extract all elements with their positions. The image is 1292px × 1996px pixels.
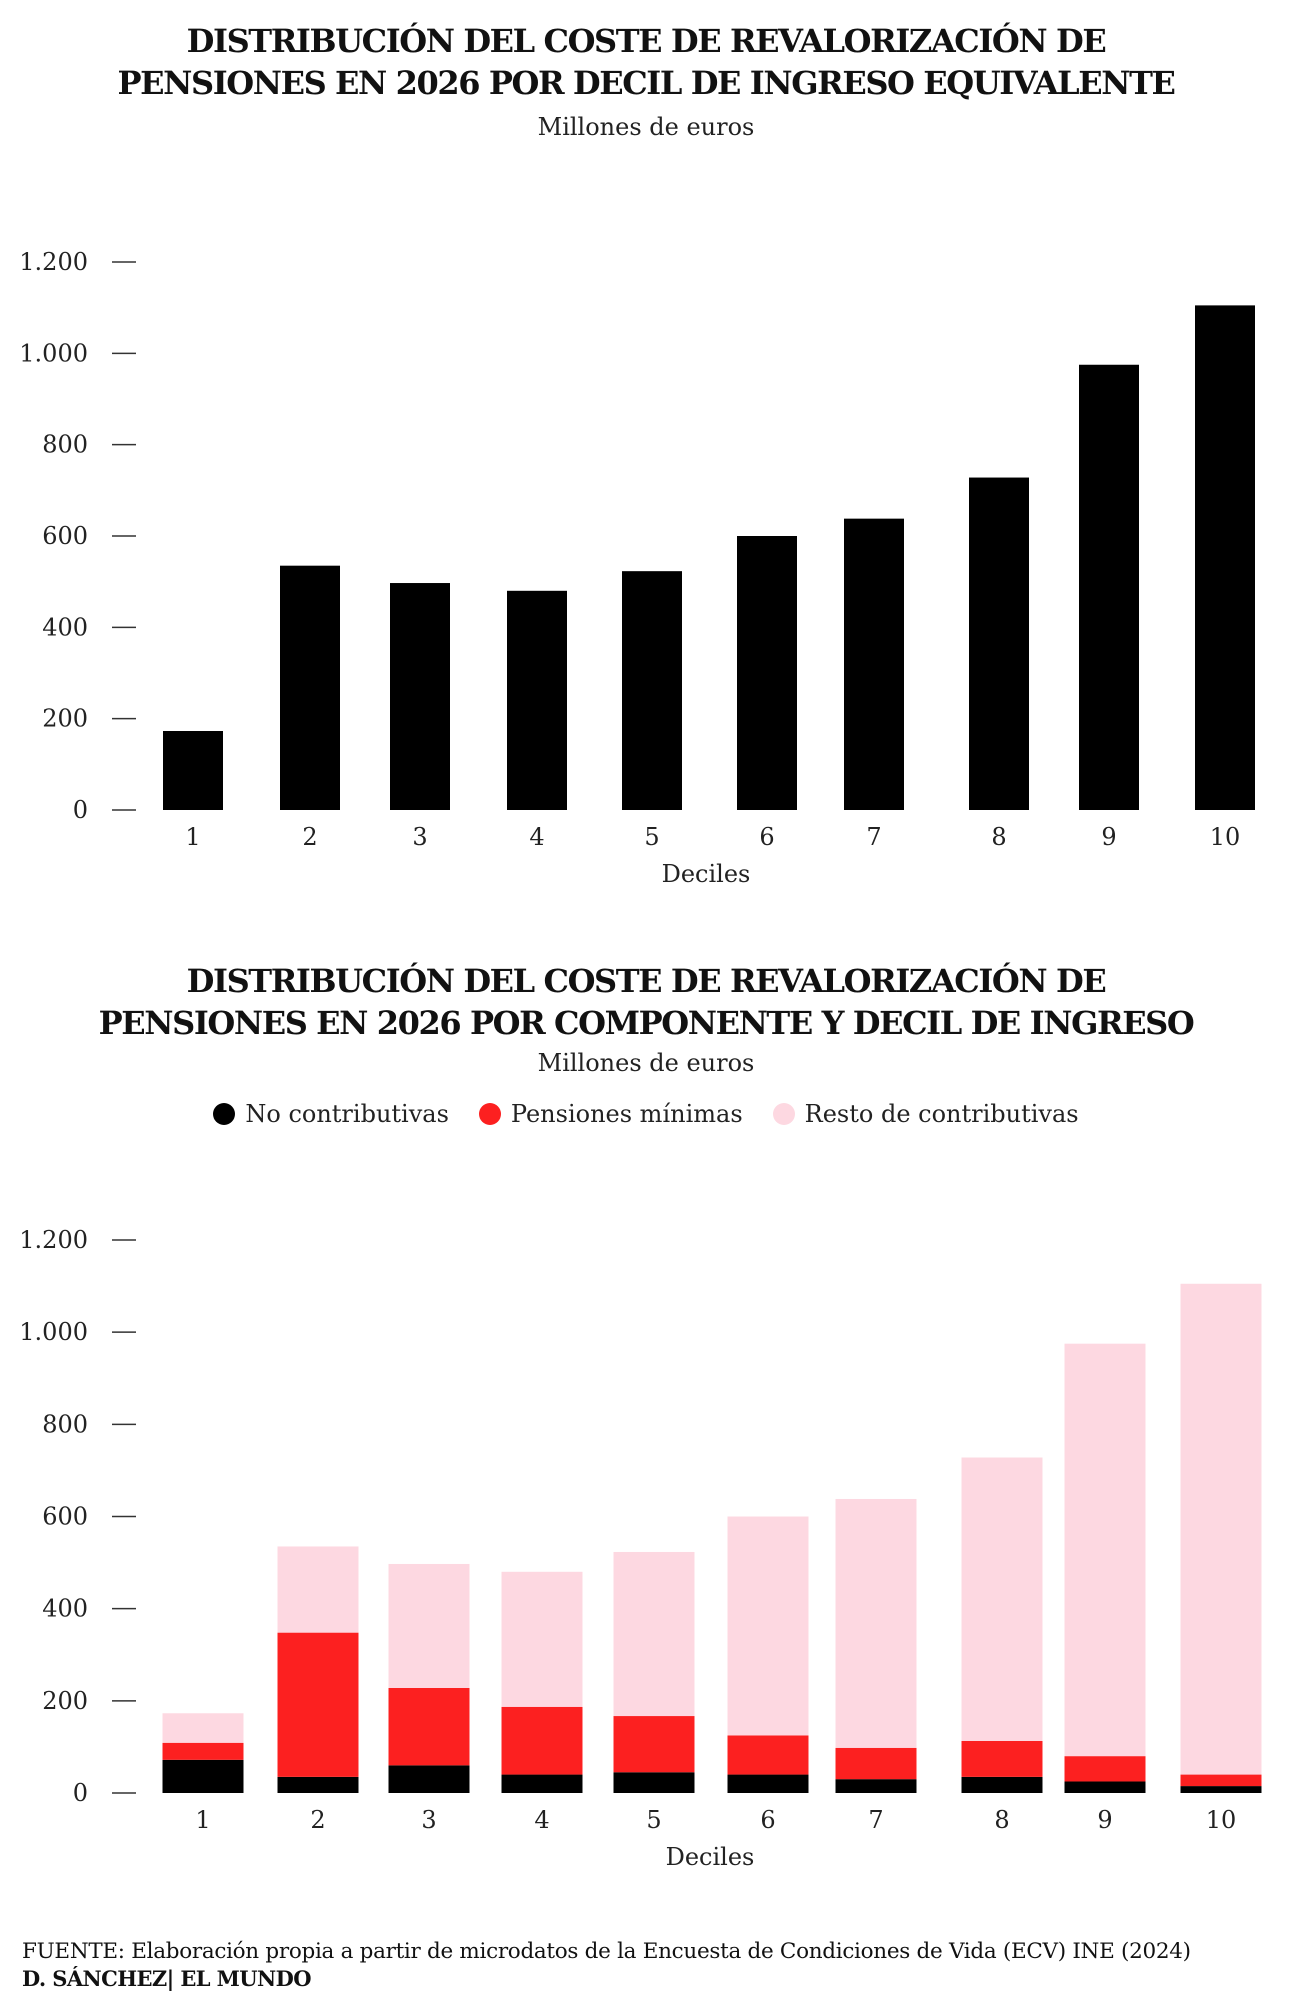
chart2-ytick-label: 400	[42, 1595, 88, 1623]
legend-label-no-contributivas: No contributivas	[245, 1100, 449, 1128]
chart2-stacked-bar-chart: 0 200 400 600 800 1.000 1.200 1 2 3 4 5 6 7 8 9 10 Decile…	[19, 1226, 1262, 1871]
chart2-bar-segment	[1064, 1343, 1146, 1757]
chart2-bar-segment	[727, 1774, 809, 1793]
chart1-xtick-label: 4	[529, 823, 544, 851]
chart2-bar-segment	[1180, 1774, 1262, 1787]
chart2-bar-segment	[727, 1516, 809, 1736]
chart1-ytick-label: 400	[42, 613, 88, 641]
chart1-title-line1: DISTRIBUCIÓN DEL COSTE DE REVALORIZACIÓN…	[186, 22, 1107, 60]
chart2-bar-segment	[501, 1571, 583, 1707]
chart2-title-line2: PENSIONES EN 2026 POR COMPONENTE Y DECIL…	[98, 1004, 1195, 1042]
chart1-ytick-label: 0	[73, 796, 88, 824]
chart2-bar-segment	[1064, 1781, 1146, 1793]
chart2-bar-segment	[835, 1747, 917, 1780]
chart1-xtick-label: 8	[991, 823, 1006, 851]
chart2-bar-segment	[501, 1706, 583, 1775]
chart2-xtick-label: 4	[534, 1806, 549, 1834]
chart2-ytick-label: 1.000	[19, 1318, 88, 1346]
chart2-bar-segment	[835, 1498, 917, 1748]
chart2-ytick-label: 800	[42, 1410, 88, 1438]
chart2-bar-segment	[162, 1759, 244, 1793]
chart2-x-axis-title: Deciles	[666, 1843, 755, 1871]
legend-item-resto-contributivas: Resto de contributivas	[772, 1100, 1079, 1128]
chart2-xtick-label: 9	[1097, 1806, 1112, 1834]
chart1-bar	[1079, 364, 1139, 810]
chart2-xtick-label: 5	[646, 1806, 661, 1834]
chart1-xtick-label: 3	[412, 823, 427, 851]
legend-swatch-pensiones-minimas	[478, 1103, 501, 1125]
chart2-bar-segment	[1064, 1756, 1146, 1782]
chart1-xtick-label: 1	[185, 823, 200, 851]
chart2-xtick-label: 3	[421, 1806, 436, 1834]
chart2-subtitle: Millones de euros	[537, 1049, 755, 1077]
chart2-ytick-label: 1.200	[19, 1226, 88, 1254]
chart2-bar-segment	[501, 1774, 583, 1793]
chart2-bar-segment	[162, 1713, 244, 1743]
legend-item-pensiones-minimas: Pensiones mínimas	[478, 1100, 743, 1128]
chart2-bar-segment	[613, 1551, 695, 1717]
chart2-title: DISTRIBUCIÓN DEL COSTE DE REVALORIZACIÓN…	[0, 960, 1292, 1044]
chart1-bar	[737, 536, 797, 810]
chart1-ytick-label: 600	[42, 522, 88, 550]
chart2-bar-segment	[727, 1735, 809, 1775]
chart1-xtick-label: 10	[1210, 823, 1241, 851]
legend-item-no-contributivas: No contributivas	[213, 1100, 449, 1128]
chart1-bar	[163, 730, 223, 810]
chart2-bar-segment	[388, 1765, 470, 1793]
chart1-bar	[390, 583, 450, 810]
chart2-bar-segment	[1180, 1283, 1262, 1775]
chart2-bar-segment	[388, 1563, 470, 1688]
legend-label-pensiones-minimas: Pensiones mínimas	[510, 1100, 743, 1128]
legend-swatch-no-contributivas	[213, 1103, 236, 1125]
credit-line: D. SÁNCHEZ| EL MUNDO	[22, 1966, 312, 1991]
chart1-ytick-label: 1.000	[19, 339, 88, 367]
chart2-xtick-label: 6	[760, 1806, 775, 1834]
chart2-bar-segment	[961, 1457, 1043, 1741]
chart2-bar-segment	[961, 1740, 1043, 1777]
chart2-legend: No contributivas Pensiones mínimas Resto…	[0, 1100, 1292, 1128]
chart1-ytick-label: 1.200	[19, 248, 88, 276]
chart1-bar	[622, 571, 682, 810]
chart1-bar-chart: 0 200 400 600 800 1.000 1.200 1 2 3 4 5 6 7 8 9 10 Decile…	[19, 248, 1255, 888]
chart2-ytick-label: 0	[73, 1779, 88, 1807]
chart2-bar-segment	[277, 1776, 359, 1793]
chart1-x-axis-title: Deciles	[662, 860, 751, 888]
chart1-ytick-label: 800	[42, 431, 88, 459]
chart1-xtick-label: 5	[644, 823, 659, 851]
chart2-xtick-label: 8	[994, 1806, 1009, 1834]
chart2-bar-segment	[162, 1742, 244, 1760]
chart1-subtitle: Millones de euros	[537, 113, 755, 141]
legend-swatch-resto-contributivas	[772, 1103, 795, 1125]
chart2-xtick-label: 7	[868, 1806, 883, 1834]
chart2-ytick-label: 600	[42, 1503, 88, 1531]
chart1-bar	[844, 518, 904, 810]
chart2-bar-segment	[613, 1716, 695, 1773]
chart1-bar	[1195, 305, 1255, 810]
chart1-ytick-label: 200	[42, 705, 88, 733]
chart1-bar	[507, 590, 567, 810]
source-note: FUENTE: Elaboración propia a partir de m…	[22, 1939, 1191, 1964]
chart2-bar-segment	[388, 1687, 470, 1766]
chart2-title-line1: DISTRIBUCIÓN DEL COSTE DE REVALORIZACIÓN…	[186, 962, 1107, 1000]
chart1-xtick-label: 6	[759, 823, 774, 851]
chart1-xtick-label: 7	[866, 823, 881, 851]
chart1-bar	[280, 565, 340, 810]
chart2-bar-segment	[277, 1546, 359, 1633]
chart2-xtick-label: 1	[195, 1806, 210, 1834]
chart1-title-line2: PENSIONES EN 2026 POR DECIL DE INGRESO E…	[117, 64, 1175, 102]
chart1-xtick-label: 9	[1101, 823, 1116, 851]
legend-label-resto-contributivas: Resto de contributivas	[804, 1100, 1079, 1128]
chart2-bar-segment	[835, 1779, 917, 1793]
chart2-bar-segment	[613, 1772, 695, 1793]
chart2-bar-segment	[961, 1776, 1043, 1793]
chart1-title: DISTRIBUCIÓN DEL COSTE DE REVALORIZACIÓN…	[0, 20, 1292, 104]
chart1-bar	[969, 477, 1029, 810]
chart2-xtick-label: 2	[310, 1806, 325, 1834]
chart2-xtick-label: 10	[1206, 1806, 1237, 1834]
chart1-xtick-label: 2	[302, 823, 317, 851]
chart2-bar-segment	[277, 1632, 359, 1777]
chart2-bar-segment	[1180, 1786, 1262, 1793]
chart2-ytick-label: 200	[42, 1687, 88, 1715]
